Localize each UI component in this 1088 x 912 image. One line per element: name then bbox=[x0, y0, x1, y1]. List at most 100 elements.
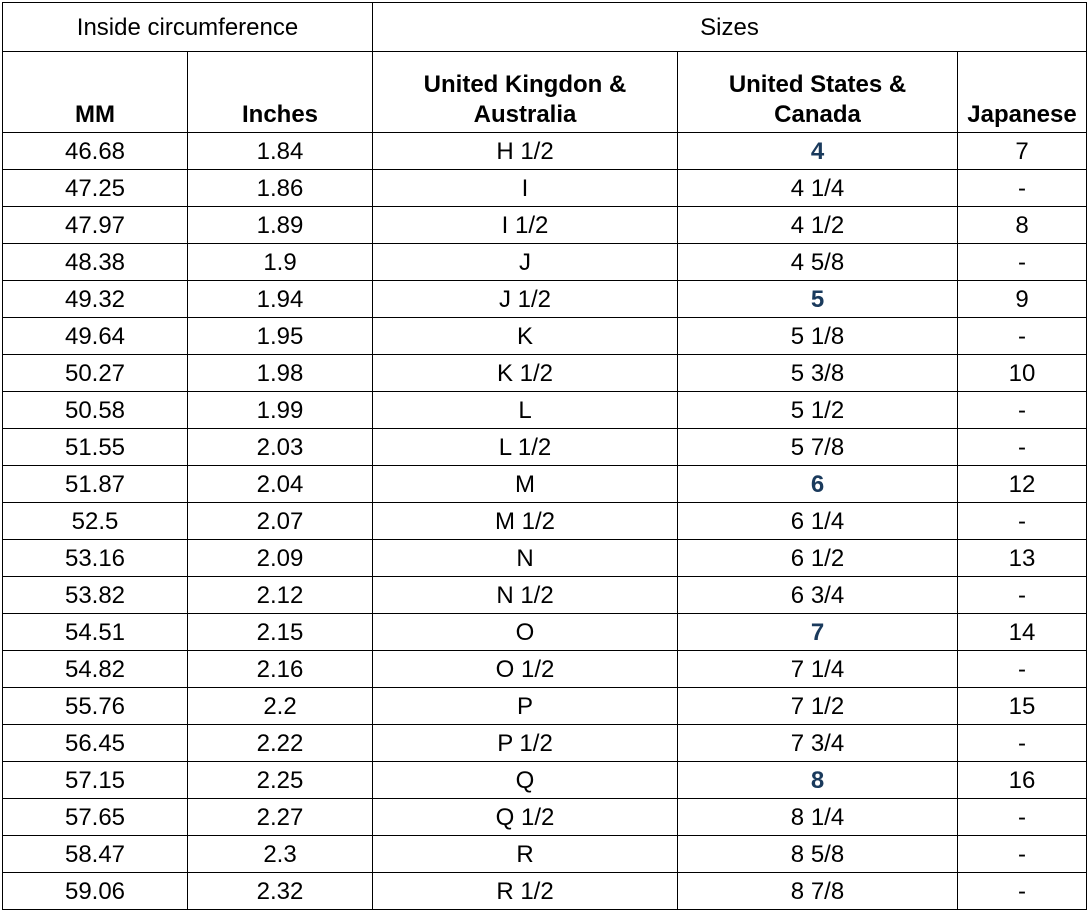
table-row: 58.472.3R8 5/8- bbox=[3, 836, 1087, 873]
cell-jp: 16 bbox=[958, 762, 1087, 799]
cell-inches: 1.98 bbox=[188, 355, 373, 392]
cell-us-ca: 8 5/8 bbox=[678, 836, 958, 873]
cell-us-ca: 6 bbox=[678, 466, 958, 503]
cell-uk-au: H 1/2 bbox=[373, 133, 678, 170]
cell-inches: 2.25 bbox=[188, 762, 373, 799]
cell-uk-au: L bbox=[373, 392, 678, 429]
col-mm: MM bbox=[3, 52, 188, 133]
cell-us-ca: 4 1/2 bbox=[678, 207, 958, 244]
cell-mm: 56.45 bbox=[3, 725, 188, 762]
cell-inches: 2.22 bbox=[188, 725, 373, 762]
cell-us-ca: 7 1/2 bbox=[678, 688, 958, 725]
cell-mm: 50.58 bbox=[3, 392, 188, 429]
ring-size-table-wrap: Inside circumference Sizes MM Inches Uni… bbox=[2, 2, 1086, 910]
cell-inches: 2.2 bbox=[188, 688, 373, 725]
cell-inches: 2.09 bbox=[188, 540, 373, 577]
cell-mm: 53.16 bbox=[3, 540, 188, 577]
cell-mm: 47.25 bbox=[3, 170, 188, 207]
cell-uk-au: K 1/2 bbox=[373, 355, 678, 392]
cell-mm: 51.87 bbox=[3, 466, 188, 503]
cell-inches: 1.84 bbox=[188, 133, 373, 170]
col-jp: Japanese bbox=[958, 52, 1087, 133]
cell-mm: 47.97 bbox=[3, 207, 188, 244]
cell-jp: - bbox=[958, 651, 1087, 688]
cell-mm: 59.06 bbox=[3, 873, 188, 910]
cell-mm: 54.82 bbox=[3, 651, 188, 688]
header-inside-circumference: Inside circumference bbox=[3, 3, 373, 52]
cell-inches: 2.03 bbox=[188, 429, 373, 466]
cell-us-ca: 4 bbox=[678, 133, 958, 170]
cell-us-ca: 7 3/4 bbox=[678, 725, 958, 762]
cell-mm: 53.82 bbox=[3, 577, 188, 614]
cell-uk-au: O 1/2 bbox=[373, 651, 678, 688]
table-row: 53.822.12N 1/26 3/4- bbox=[3, 577, 1087, 614]
cell-jp: 7 bbox=[958, 133, 1087, 170]
cell-inches: 1.86 bbox=[188, 170, 373, 207]
table-row: 55.762.2P7 1/215 bbox=[3, 688, 1087, 725]
table-row: 46.681.84H 1/247 bbox=[3, 133, 1087, 170]
cell-jp: 14 bbox=[958, 614, 1087, 651]
cell-mm: 49.32 bbox=[3, 281, 188, 318]
cell-jp: 9 bbox=[958, 281, 1087, 318]
cell-mm: 49.64 bbox=[3, 318, 188, 355]
col-uk-au-label: United Kingdon &Australia bbox=[424, 71, 627, 128]
table-row: 56.452.22P 1/27 3/4- bbox=[3, 725, 1087, 762]
cell-us-ca: 5 1/8 bbox=[678, 318, 958, 355]
cell-inches: 1.94 bbox=[188, 281, 373, 318]
cell-us-ca: 5 bbox=[678, 281, 958, 318]
cell-uk-au: N bbox=[373, 540, 678, 577]
cell-inches: 2.16 bbox=[188, 651, 373, 688]
cell-uk-au: I bbox=[373, 170, 678, 207]
cell-jp: - bbox=[958, 429, 1087, 466]
table-row: 48.381.9J4 5/8- bbox=[3, 244, 1087, 281]
cell-mm: 58.47 bbox=[3, 836, 188, 873]
table-row: 50.271.98K 1/25 3/810 bbox=[3, 355, 1087, 392]
cell-mm: 54.51 bbox=[3, 614, 188, 651]
cell-us-ca: 6 3/4 bbox=[678, 577, 958, 614]
table-row: 47.971.89I 1/24 1/28 bbox=[3, 207, 1087, 244]
cell-uk-au: M 1/2 bbox=[373, 503, 678, 540]
cell-uk-au: R bbox=[373, 836, 678, 873]
cell-us-ca: 6 1/4 bbox=[678, 503, 958, 540]
table-row: 51.872.04M612 bbox=[3, 466, 1087, 503]
table-row: 50.581.99L5 1/2- bbox=[3, 392, 1087, 429]
cell-uk-au: L 1/2 bbox=[373, 429, 678, 466]
cell-uk-au: R 1/2 bbox=[373, 873, 678, 910]
cell-mm: 52.5 bbox=[3, 503, 188, 540]
cell-uk-au: Q 1/2 bbox=[373, 799, 678, 836]
col-inches: Inches bbox=[188, 52, 373, 133]
table-row: 47.251.86I4 1/4- bbox=[3, 170, 1087, 207]
cell-uk-au: M bbox=[373, 466, 678, 503]
cell-us-ca: 7 1/4 bbox=[678, 651, 958, 688]
cell-us-ca: 7 bbox=[678, 614, 958, 651]
table-row: 57.652.27Q 1/28 1/4- bbox=[3, 799, 1087, 836]
cell-jp: - bbox=[958, 244, 1087, 281]
table-row: 49.641.95K5 1/8- bbox=[3, 318, 1087, 355]
cell-jp: - bbox=[958, 503, 1087, 540]
cell-uk-au: J bbox=[373, 244, 678, 281]
cell-uk-au: P bbox=[373, 688, 678, 725]
cell-uk-au: O bbox=[373, 614, 678, 651]
table-row: 54.822.16O 1/27 1/4- bbox=[3, 651, 1087, 688]
cell-jp: 8 bbox=[958, 207, 1087, 244]
cell-uk-au: K bbox=[373, 318, 678, 355]
cell-mm: 51.55 bbox=[3, 429, 188, 466]
table-row: 53.162.09N6 1/213 bbox=[3, 540, 1087, 577]
cell-inches: 2.12 bbox=[188, 577, 373, 614]
cell-inches: 1.89 bbox=[188, 207, 373, 244]
cell-jp: - bbox=[958, 873, 1087, 910]
cell-us-ca: 4 1/4 bbox=[678, 170, 958, 207]
cell-mm: 55.76 bbox=[3, 688, 188, 725]
cell-mm: 46.68 bbox=[3, 133, 188, 170]
cell-jp: - bbox=[958, 725, 1087, 762]
cell-jp: - bbox=[958, 170, 1087, 207]
col-us-ca: United States &Canada bbox=[678, 52, 958, 133]
cell-uk-au: P 1/2 bbox=[373, 725, 678, 762]
cell-us-ca: 8 7/8 bbox=[678, 873, 958, 910]
cell-jp: 10 bbox=[958, 355, 1087, 392]
cell-jp: - bbox=[958, 392, 1087, 429]
cell-jp: 12 bbox=[958, 466, 1087, 503]
cell-inches: 2.15 bbox=[188, 614, 373, 651]
table-row: 52.52.07M 1/26 1/4- bbox=[3, 503, 1087, 540]
ring-size-table: Inside circumference Sizes MM Inches Uni… bbox=[2, 2, 1087, 910]
